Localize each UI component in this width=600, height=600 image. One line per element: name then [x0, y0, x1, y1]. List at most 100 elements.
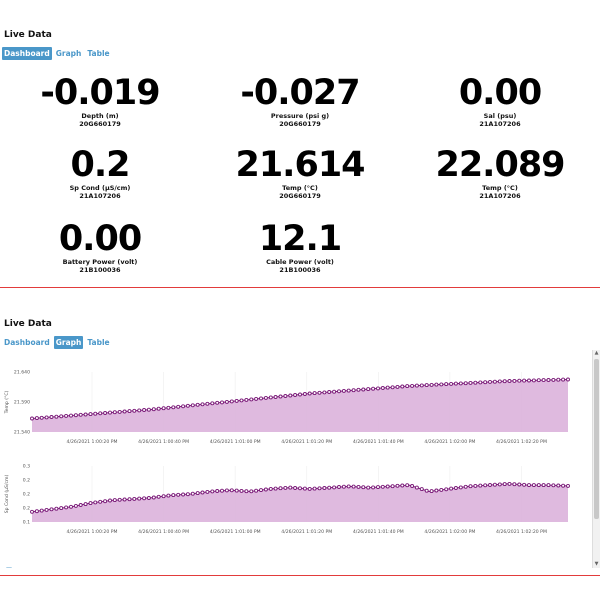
- tile-sp-cond: 0.2 Sp Cond (µS/cm) 21A107206: [0, 146, 200, 200]
- data-point: [146, 496, 151, 500]
- vertical-scrollbar[interactable]: ▲ ▼: [592, 350, 600, 568]
- x-tick-label: 4/26/2021 1:01:20 PM: [281, 439, 332, 445]
- view-tabs: Dashboard Graph Table: [2, 336, 112, 349]
- data-point: [117, 409, 122, 414]
- data-point: [73, 413, 78, 418]
- data-point: [385, 385, 390, 390]
- footer-mark: —: [6, 564, 12, 571]
- data-point: [561, 377, 566, 382]
- page-title: Live Data: [4, 319, 52, 329]
- data-point: [444, 382, 449, 387]
- data-point: [59, 506, 64, 511]
- data-point: [200, 490, 205, 495]
- data-point: [288, 393, 293, 398]
- tab-table[interactable]: Table: [87, 49, 110, 58]
- data-point: [434, 382, 439, 387]
- tile-value: 0.2: [70, 145, 130, 185]
- data-point: [414, 485, 419, 490]
- y-tick-label: 21.540: [14, 430, 30, 436]
- data-point: [176, 492, 181, 497]
- x-tick-label: 4/26/2021 1:00:20 PM: [67, 529, 118, 535]
- scroll-down-icon[interactable]: ▼: [594, 561, 599, 567]
- tile-label: Battery Power (volt): [62, 258, 138, 266]
- tab-dashboard[interactable]: Dashboard: [2, 47, 52, 60]
- data-point: [439, 487, 444, 492]
- tile-value: 0.00: [458, 73, 542, 113]
- data-point: [156, 494, 161, 499]
- tile-label: Sp Cond (µS/cm): [69, 184, 131, 192]
- data-point: [254, 488, 259, 493]
- tab-graph[interactable]: Graph: [53, 336, 84, 349]
- tile-serial: 20G660179: [279, 192, 321, 200]
- data-point: [112, 410, 117, 415]
- data-point: [166, 405, 171, 410]
- tile-depth: -0.019 Depth (m) 20G660179: [0, 74, 200, 128]
- tile-label: Temp (°C): [282, 184, 318, 192]
- data-point: [283, 394, 288, 398]
- data-point: [224, 488, 229, 493]
- data-point: [39, 415, 44, 420]
- data-point: [34, 509, 39, 514]
- x-tick-label: 4/26/2021 1:02:20 PM: [496, 439, 547, 445]
- data-point: [453, 381, 458, 386]
- data-point: [312, 486, 317, 491]
- data-point: [536, 483, 541, 488]
- data-point: [181, 492, 186, 497]
- data-point: [205, 401, 210, 406]
- data-point: [268, 395, 273, 400]
- scroll-up-icon[interactable]: ▲: [594, 350, 599, 356]
- data-point: [283, 485, 288, 490]
- data-point: [400, 384, 405, 389]
- graph-scroll-area[interactable]: 4/26/2021 1:00:20 PM 4/26/2021 1:00:40 PM…: [0, 350, 600, 570]
- y-tick-label: 0.1: [23, 520, 30, 526]
- data-point: [390, 484, 395, 489]
- x-tick-label: 4/26/2021 1:02:00 PM: [424, 439, 475, 445]
- data-point: [54, 506, 59, 511]
- data-point: [132, 496, 137, 501]
- data-point: [190, 403, 195, 408]
- data-point: [380, 386, 385, 390]
- data-point: [419, 383, 424, 388]
- data-point: [288, 485, 293, 490]
- x-tick-label: 4/26/2021 1:00:40 PM: [138, 439, 189, 445]
- dashboard-panel: Live Data Dashboard Graph Table -0.019 D…: [0, 0, 600, 288]
- data-point: [356, 484, 361, 489]
- data-point: [556, 377, 561, 382]
- data-point: [385, 484, 390, 489]
- data-point: [171, 405, 176, 410]
- data-point: [263, 395, 268, 400]
- data-point: [103, 411, 108, 415]
- data-point: [190, 491, 195, 496]
- data-point: [332, 389, 337, 394]
- data-point: [483, 483, 488, 488]
- data-point: [185, 492, 190, 497]
- data-point: [117, 497, 122, 502]
- data-point: [522, 378, 527, 383]
- data-point: [273, 395, 278, 399]
- data-point: [307, 391, 312, 396]
- tab-graph[interactable]: Graph: [55, 49, 82, 58]
- data-point: [302, 486, 307, 491]
- data-point: [39, 508, 44, 513]
- y-axis-label: Sp Cond (µS/cm): [4, 475, 10, 514]
- tab-dashboard[interactable]: Dashboard: [4, 338, 50, 347]
- y-tick-label: 0.2: [23, 506, 30, 512]
- data-point: [361, 485, 366, 490]
- data-point: [49, 415, 54, 419]
- data-point: [410, 484, 415, 488]
- data-point: [78, 503, 83, 507]
- data-point: [93, 500, 98, 505]
- data-point: [298, 486, 302, 491]
- scroll-thumb[interactable]: [594, 359, 599, 519]
- data-point: [249, 489, 254, 494]
- data-point: [64, 413, 69, 418]
- data-point: [517, 482, 522, 487]
- tile-serial: 21A107206: [479, 120, 521, 128]
- data-point: [78, 412, 83, 417]
- tile-value: -0.019: [40, 73, 160, 113]
- data-point: [376, 386, 380, 391]
- data-point: [356, 387, 361, 392]
- tab-table[interactable]: Table: [87, 338, 110, 347]
- data-point: [234, 398, 239, 403]
- data-point: [458, 381, 463, 386]
